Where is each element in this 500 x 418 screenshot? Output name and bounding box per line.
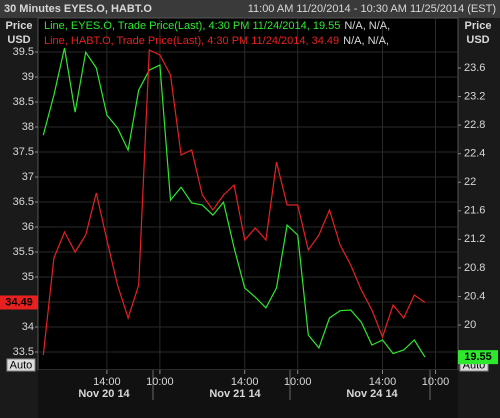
y2-tick-label: 23.6 [464,62,485,74]
x-tick-label: 10:00 [284,376,312,388]
x-tick-label: 14:00 [231,376,259,388]
last-value-label: 19.55 [464,351,492,363]
y2-tick-label: 23.2 [464,90,485,102]
y2-tick-label: 21.6 [464,205,485,217]
y-tick-label: 39 [22,71,34,83]
x-tick-label: 10:00 [422,376,450,388]
y-tick-label: 38 [22,121,34,133]
x-tick-label: 10:00 [146,376,174,388]
y-tick-label: 37.5 [13,146,34,158]
y-tick-label: 36 [22,221,34,233]
x-tick-label: 14:00 [93,376,121,388]
y2-tick-label: 21.2 [464,233,485,245]
y-tick-label: 39.5 [13,46,34,58]
y2-axis-label: USD [466,34,489,46]
x-axis-area [38,370,458,418]
x-tick-label: 14:00 [369,376,397,388]
y-tick-label: 33.5 [13,346,34,358]
y-axis-label: USD [7,34,30,46]
date-label: Nov 20 14 [78,388,130,400]
y-tick-label: 37 [22,171,34,183]
y2-tick-label: 22 [464,176,476,188]
legend-name: Line, EYES.O, Trade Price(Last), 4:30 PM… [44,20,340,32]
y2-axis-label: Price [465,20,492,32]
series-line [42,49,426,356]
plot-area [37,17,459,371]
grid [38,18,458,370]
legend-entry: Line, EYES.O, Trade Price(Last), 4:30 PM… [44,20,390,32]
y-tick-label: 34 [22,321,34,333]
y2-tick-label: 20.8 [464,262,485,274]
auto-button-left[interactable]: Auto [6,358,36,372]
chart-title: 30 Minutes EYES.O, HABT.O [4,3,152,15]
date-label: Nov 21 14 [209,388,261,400]
last-value-label: 34.49 [5,296,33,308]
y2-tick-label: 22.4 [464,148,485,160]
y2-tick-label: 22.8 [464,119,485,131]
y-tick-label: 36.5 [13,196,34,208]
y2-tick-label: 20.4 [464,290,485,302]
legend-name: Line, HABT.O, Trade Price(Last), 4:30 PM… [44,35,339,47]
y-tick-label: 35 [22,271,34,283]
button-label[interactable]: Auto [10,359,33,371]
date-label: Nov 24 14 [346,388,398,400]
button-bg[interactable] [6,358,36,372]
legend-entry: Line, HABT.O, Trade Price(Last), 4:30 PM… [44,35,389,47]
y2-tick-label: 20 [464,319,476,331]
legend-suffix: N/A, N/A, [344,20,390,32]
y-tick-label: 38.5 [13,96,34,108]
series-line [42,47,426,358]
last-value-badge [458,350,498,365]
y-axis-label: Price [6,20,33,32]
y-tick-label: 35.5 [13,246,34,258]
header-bar [0,0,500,18]
last-value-badge [0,295,38,310]
legend-suffix: N/A, N/A, [343,35,389,47]
date-range: 11:00 AM 11/20/2014 - 10:30 AM 11/25/201… [248,3,496,15]
